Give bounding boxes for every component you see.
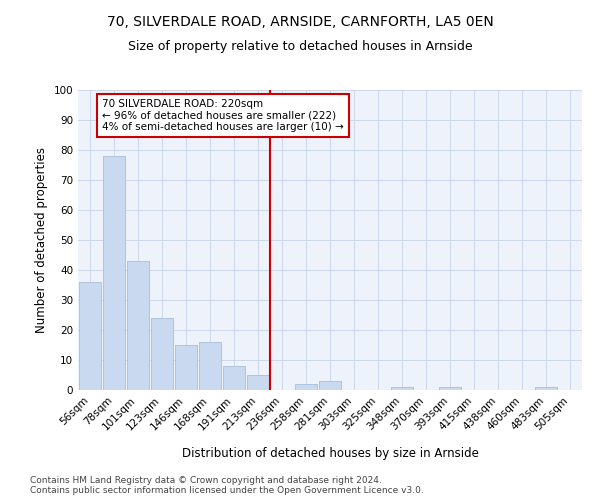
Bar <box>439 387 461 390</box>
Bar <box>295 384 317 390</box>
Bar <box>151 318 173 390</box>
Bar <box>247 375 269 390</box>
Bar <box>199 342 221 390</box>
Bar <box>175 345 197 390</box>
Text: 70, SILVERDALE ROAD, ARNSIDE, CARNFORTH, LA5 0EN: 70, SILVERDALE ROAD, ARNSIDE, CARNFORTH,… <box>107 15 493 29</box>
Bar <box>103 156 125 390</box>
Bar <box>391 387 413 390</box>
Y-axis label: Number of detached properties: Number of detached properties <box>35 147 48 333</box>
Text: 70 SILVERDALE ROAD: 220sqm
← 96% of detached houses are smaller (222)
4% of semi: 70 SILVERDALE ROAD: 220sqm ← 96% of deta… <box>102 99 344 132</box>
Bar <box>127 261 149 390</box>
Bar <box>535 387 557 390</box>
Bar <box>319 381 341 390</box>
Text: Contains HM Land Registry data © Crown copyright and database right 2024.
Contai: Contains HM Land Registry data © Crown c… <box>30 476 424 495</box>
Text: Distribution of detached houses by size in Arnside: Distribution of detached houses by size … <box>182 448 478 460</box>
Bar <box>79 282 101 390</box>
Text: Size of property relative to detached houses in Arnside: Size of property relative to detached ho… <box>128 40 472 53</box>
Bar <box>223 366 245 390</box>
